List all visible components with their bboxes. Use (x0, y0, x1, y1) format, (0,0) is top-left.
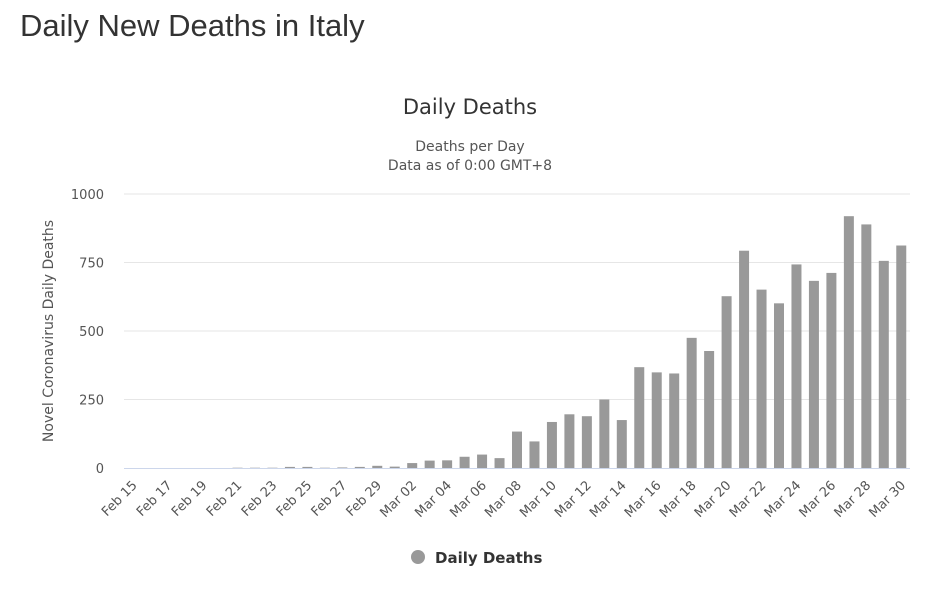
x-tick-label: Mar 18 (657, 478, 700, 521)
bar (424, 460, 435, 468)
x-tick-label: Feb 29 (344, 478, 386, 520)
x-tick-label: Feb 17 (134, 478, 176, 520)
bar (302, 466, 313, 468)
x-tick-label: Feb 21 (204, 478, 246, 520)
x-tick-label: Mar 06 (447, 478, 490, 521)
x-tick-label: Mar 22 (727, 478, 770, 521)
y-tick-label: 0 (96, 462, 104, 477)
x-tick-label: Feb 19 (169, 478, 211, 520)
y-tick-label: 500 (79, 325, 104, 340)
bar (686, 337, 697, 468)
y-tick-label: 750 (79, 257, 104, 272)
bar (599, 399, 610, 468)
x-tick-label: Mar 28 (832, 478, 875, 521)
bar (651, 372, 662, 468)
legend-marker (411, 550, 425, 564)
bar (791, 264, 802, 468)
bar (581, 416, 592, 468)
bar (529, 441, 540, 468)
page-title: Daily New Deaths in Italy (20, 8, 365, 43)
bar (808, 280, 819, 468)
bar (826, 272, 837, 468)
bar (337, 467, 348, 468)
x-tick-label: Mar 12 (552, 478, 595, 521)
x-tick-label: Feb 15 (99, 478, 141, 520)
bar (354, 466, 365, 468)
bar (843, 216, 854, 468)
x-tick-label: Mar 30 (867, 478, 910, 521)
bar (477, 454, 488, 468)
bar (372, 465, 383, 468)
bar (459, 456, 470, 468)
x-tick-label: Mar 04 (412, 478, 455, 521)
bar (756, 289, 767, 468)
bar (407, 463, 418, 468)
x-tick-label: Mar 16 (622, 478, 665, 521)
bar (442, 460, 453, 468)
x-tick-label: Feb 25 (274, 478, 316, 520)
x-tick-label: Mar 24 (762, 478, 805, 521)
bar (546, 421, 557, 468)
bar (878, 260, 889, 468)
y-tick-label: 250 (79, 394, 104, 409)
x-tick-label: Mar 08 (482, 478, 525, 521)
x-tick-label: Mar 14 (587, 478, 630, 521)
bar (739, 250, 750, 468)
bar (774, 303, 784, 468)
bar (704, 351, 715, 468)
y-axis-label: Novel Coronavirus Daily Deaths (41, 220, 57, 442)
x-tick-label: Mar 26 (797, 478, 840, 521)
bar (721, 296, 732, 468)
x-tick-label: Feb 23 (239, 478, 281, 520)
bar (512, 431, 522, 468)
chart-subtitle: Deaths per Day (415, 139, 524, 155)
chart-subtitle: Data as of 0:00 GMT+8 (388, 158, 552, 174)
x-tick-label: Feb 27 (309, 478, 351, 520)
chart-title: Daily Deaths (403, 95, 537, 119)
bar (896, 245, 907, 468)
legend-item-daily-deaths: Daily Deaths (435, 549, 542, 567)
bar (389, 466, 400, 468)
bar (669, 373, 680, 468)
x-tick-label: Mar 02 (377, 478, 420, 521)
bar (616, 420, 627, 468)
x-tick-label: Mar 10 (517, 478, 560, 521)
y-tick-label: 1000 (71, 188, 104, 203)
bar (284, 466, 295, 468)
bar (861, 224, 872, 468)
bar (494, 458, 505, 468)
bar (564, 414, 575, 468)
x-tick-label: Mar 20 (692, 478, 735, 521)
bar (634, 367, 645, 468)
